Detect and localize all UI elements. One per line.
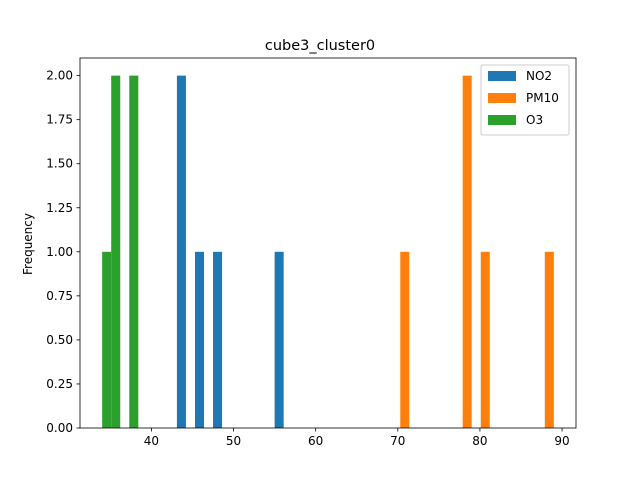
bar-pm10-2 [480, 251, 490, 428]
bar-o3-1 [111, 75, 121, 428]
legend-label-pm10: PM10 [526, 91, 559, 105]
y-tick-label: 0.50 [46, 333, 73, 347]
bar-o3-0 [102, 251, 112, 428]
x-axis: 40 50 60 70 80 90 [144, 428, 570, 448]
y-tick-label: 1.00 [46, 245, 73, 259]
bar-o3-2 [129, 75, 139, 428]
x-tick-label: 60 [308, 434, 323, 448]
y-tick-label: 0.25 [46, 377, 73, 391]
bar-no2-0 [176, 75, 186, 428]
bar-pm10-0 [400, 251, 410, 428]
bars-layer [102, 75, 554, 428]
bar-no2-3 [274, 251, 284, 428]
bar-pm10-3 [544, 251, 554, 428]
bar-pm10-1 [462, 75, 472, 428]
bar-no2-1 [194, 251, 204, 428]
legend-swatch-no2 [488, 71, 516, 81]
y-axis-label: Frequency [21, 213, 35, 275]
x-tick-label: 80 [472, 434, 487, 448]
chart-title: cube3_cluster0 [265, 38, 375, 54]
x-tick-label: 40 [144, 434, 159, 448]
y-tick-label: 0.00 [46, 421, 73, 435]
bar-no2-2 [213, 251, 223, 428]
x-tick-label: 70 [390, 434, 405, 448]
y-tick-label: 1.75 [46, 113, 73, 127]
legend-label-o3: O3 [526, 113, 543, 127]
y-tick-label: 1.25 [46, 201, 73, 215]
legend-swatch-o3 [488, 115, 516, 125]
y-tick-label: 0.75 [46, 289, 73, 303]
y-axis: 0.00 0.25 0.50 0.75 1.00 1.25 1.50 1.75 2.00 [46, 69, 80, 435]
y-tick-label: 2.00 [46, 69, 73, 83]
legend-swatch-pm10 [488, 93, 516, 103]
legend-label-no2: NO2 [526, 69, 552, 83]
x-tick-label: 90 [554, 434, 569, 448]
plot-frame [79, 57, 577, 429]
y-tick-label: 1.50 [46, 157, 73, 171]
x-tick-label: 50 [226, 434, 241, 448]
legend: NO2 PM10 O3 [480, 64, 570, 136]
